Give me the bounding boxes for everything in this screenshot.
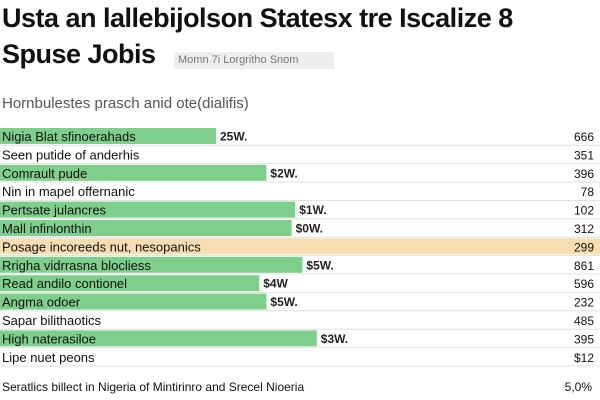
right-value-label: $12 <box>574 351 594 365</box>
bar-value-label: $5W. <box>270 295 297 309</box>
chart-title-line-2: Spuse Jobis <box>2 39 156 69</box>
bar <box>0 293 267 310</box>
bar <box>0 275 260 292</box>
bar <box>0 256 303 273</box>
right-value-label: 395 <box>574 332 594 346</box>
right-value-label: 299 <box>574 240 594 254</box>
category-label: Rrigha vidrrasna blocliess <box>2 258 151 273</box>
bar-value-label: $2W. <box>270 166 297 180</box>
category-label: Read andilo contionel <box>2 276 127 291</box>
bar-chart: 25W. Nigia Blat sfinoerahads 666 Seen putid… <box>0 128 600 367</box>
bar <box>0 164 267 181</box>
bar-value-label: 25W. <box>220 130 247 144</box>
right-value-label: 861 <box>574 259 594 273</box>
footer-note: Seratlics billect in Nigeria of Mintirin… <box>2 380 305 394</box>
right-value-label: 312 <box>574 222 594 236</box>
category-label: Mall infinlonthin <box>2 221 92 236</box>
right-value-label: 232 <box>574 296 594 310</box>
bar-value-label: $5W. <box>306 258 333 272</box>
right-value-label: 485 <box>574 314 594 328</box>
category-label: High naterasiloe <box>2 331 96 346</box>
category-label: Nin in mapel offernanic <box>2 184 135 199</box>
right-value-label: 396 <box>574 167 594 181</box>
source-tag: Momn 7i Lorgritho Snom <box>174 52 334 69</box>
right-value-label: 102 <box>574 204 594 218</box>
category-label: Sapar bilithaotics <box>2 313 101 328</box>
bar <box>0 201 296 218</box>
highlight-row <box>0 238 600 255</box>
right-value-label: 666 <box>574 130 594 144</box>
footer-value: 5,0% <box>564 380 592 394</box>
category-label: Lipe nuet peons <box>2 350 95 365</box>
category-label: Seen putide of anderhis <box>2 147 140 162</box>
chart-subtitle: Hornbulestes prasch anid ote(dialifis) <box>2 95 249 112</box>
category-label: Pertsate julancres <box>2 203 107 218</box>
chart-title-line-1: Usta an lallebijolson Statesx tre Iscali… <box>2 3 513 33</box>
right-value-label: 596 <box>574 277 594 291</box>
bar-value-label: $3W. <box>321 332 348 346</box>
right-value-label: 78 <box>581 185 595 199</box>
bar-value-label: $4W <box>263 277 288 291</box>
bar <box>0 330 317 347</box>
bar <box>0 128 216 144</box>
bar <box>0 220 292 236</box>
category-label: Posage incoreeds nut, nesopanics <box>2 239 201 254</box>
right-value-label: 351 <box>574 148 594 162</box>
bar-value-label: $1W. <box>299 203 326 217</box>
category-label: Comrault pude <box>2 166 87 181</box>
category-label: Angma odoer <box>2 295 81 310</box>
bar-value-label: $0W. <box>296 222 323 236</box>
category-label: Nigia Blat sfinoerahads <box>2 129 136 144</box>
